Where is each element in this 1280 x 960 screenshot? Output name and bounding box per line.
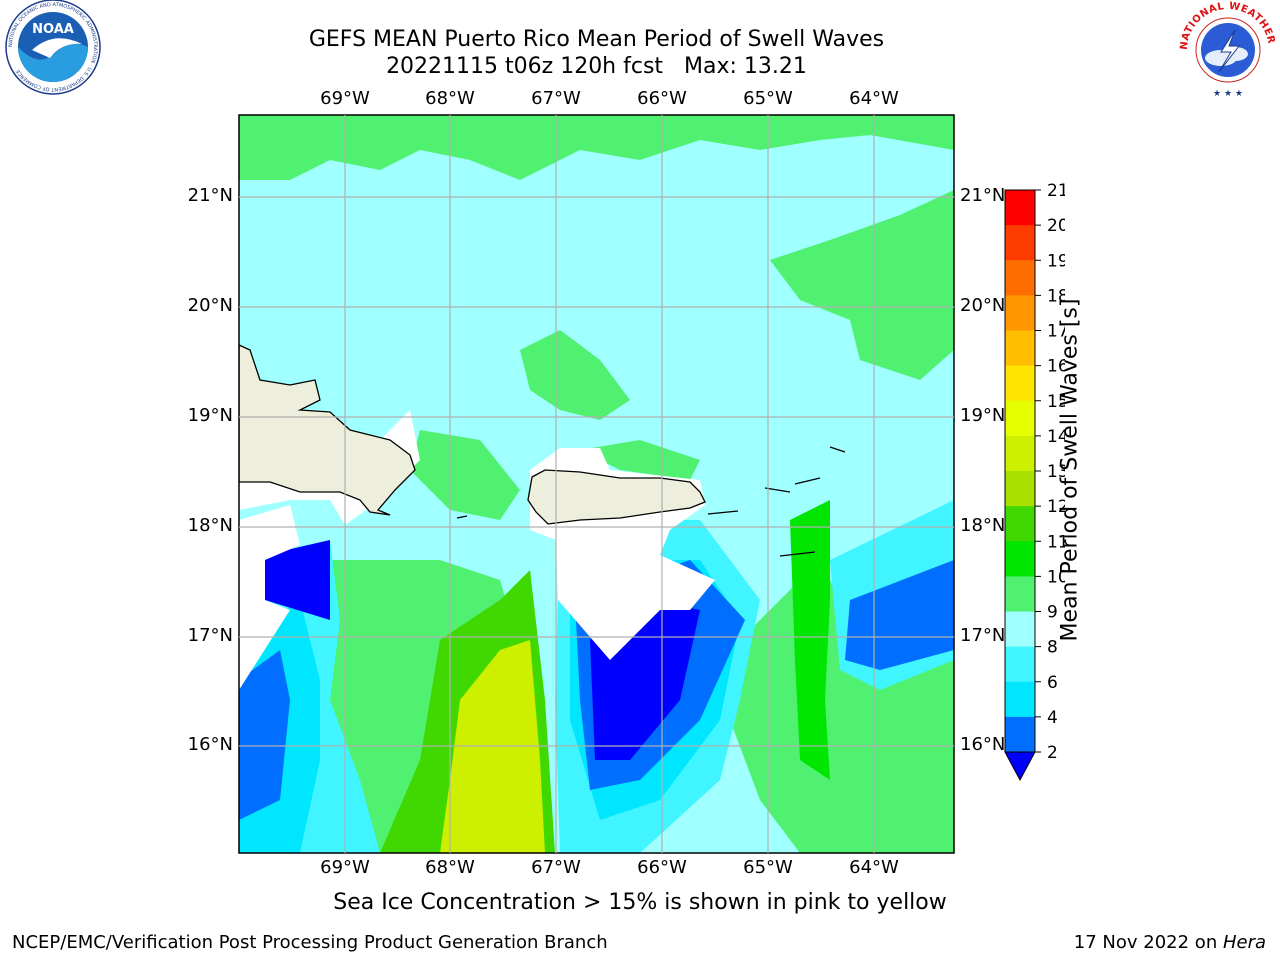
lon-label-top: 64°W (849, 88, 899, 109)
colorbar-segment (1005, 541, 1035, 577)
field-green-southeast (730, 560, 954, 853)
lon-label-top: 67°W (531, 88, 581, 109)
colorbar-label: Mean Period of Swell Waves [s] (1057, 298, 1083, 642)
lat-label-right: 20°N (960, 295, 1006, 316)
colorbar-segment (1005, 295, 1035, 331)
nws-stars-icon: ★ ★ ★ (1213, 89, 1243, 99)
colorbar-tick-label: 6 (1047, 673, 1058, 693)
field-green-north (239, 115, 954, 180)
colorbar-tick-label: 14 (1047, 427, 1065, 447)
map-title: GEFS MEAN Puerto Rico Mean Period of Swe… (308, 27, 885, 52)
colorbar-tick-label: 17 (1047, 322, 1065, 342)
colorbar-segment (1005, 611, 1035, 648)
colorbar-segment (1005, 646, 1035, 683)
colorbar-tick-label: 20 (1047, 216, 1065, 236)
lon-label-bottom: 64°W (849, 857, 899, 878)
forecast-time: 20221115 t06z 120h fcst (386, 54, 664, 79)
lat-label-left: 19°N (187, 405, 233, 426)
lon-label-top: 66°W (637, 88, 687, 109)
colorbar-tick-label: 21 (1047, 181, 1065, 201)
colorbar-tick-label: 8 (1047, 638, 1058, 658)
colorbar-tick-label: 19 (1047, 251, 1065, 271)
lat-label-right: 18°N (960, 515, 1006, 536)
colorbar-segment (1005, 330, 1035, 367)
footer-date: 17 Nov 2022 on Hera (1074, 932, 1266, 953)
land-hispaniola (239, 344, 416, 516)
lon-label-top: 65°W (743, 88, 793, 109)
lon-label-top: 68°W (425, 88, 475, 109)
field-blue-southwest (239, 650, 290, 820)
caption: Sea Ice Concentration > 15% is shown in … (333, 890, 947, 915)
colorbar: 2 4 6 8 9 10 11 12 13 14 15 16 17 18 19 20 21 (1004, 181, 1065, 782)
colorbar-tick-label: 11 (1047, 532, 1065, 552)
lat-label-left: 16°N (187, 734, 233, 755)
lon-label-bottom: 69°W (320, 857, 370, 878)
map-subtitle: 20221115 t06z 120h fcst Max: 13.21 (0, 54, 1193, 80)
lat-label-left: 21°N (187, 185, 233, 206)
max-value: Max: 13.21 (684, 54, 807, 79)
lat-label-left: 20°N (187, 295, 233, 316)
colorbar-tick-label: 10 (1047, 567, 1065, 587)
lon-label-bottom: 66°W (637, 857, 687, 878)
lon-label-bottom: 68°W (425, 857, 475, 878)
noaa-logo-text: NOAA (32, 22, 74, 37)
mask-west (239, 505, 300, 690)
footer-host: Hera (1222, 932, 1266, 953)
colorbar-segment (1005, 190, 1035, 226)
colorbar-segment (1005, 506, 1035, 542)
footer-org: NCEP/EMC/Verification Post Processing Pr… (12, 932, 608, 953)
field-green-east (770, 190, 954, 380)
colorbar-segment (1005, 576, 1035, 612)
graticule (239, 115, 954, 853)
field-green-mona (410, 430, 520, 520)
colorbar-tick-label: 15 (1047, 392, 1065, 412)
land-islets (456, 446, 846, 557)
colorbar-segment (1005, 225, 1035, 261)
colorbar-tick-label: 9 (1047, 603, 1058, 623)
lon-label-bottom: 67°W (531, 857, 581, 878)
field-green-ribbon (790, 500, 830, 780)
lat-label-left: 18°N (187, 515, 233, 536)
colorbar-segment (1005, 471, 1035, 507)
field-green-center (520, 330, 630, 420)
colorbar-tick-label: 4 (1047, 708, 1058, 728)
colorbar-tick-label: 2 (1047, 743, 1058, 763)
lat-label-right: 16°N (960, 734, 1006, 755)
lat-label-right: 19°N (960, 405, 1006, 426)
lat-label-left: 17°N (187, 625, 233, 646)
lat-label-right: 21°N (960, 185, 1006, 206)
lon-label-top: 69°W (320, 88, 370, 109)
colorbar-segment (1005, 716, 1035, 753)
lon-label-bottom: 65°W (743, 857, 793, 878)
land-puertorico (527, 469, 706, 525)
colorbar-extend-arrow (1004, 751, 1036, 782)
map-frame (238, 114, 955, 854)
noaa-logo: NOAA NATIONAL OCEANIC AND ATMOSPHERIC AD… (5, 0, 101, 95)
colorbar-segment (1005, 681, 1035, 718)
nws-logo: NATIONAL WEATHER SERVICE ★ ★ ★ (1177, 0, 1276, 99)
colorbar-segment (1005, 260, 1035, 296)
colorbar-segment (1005, 435, 1035, 472)
field-blue-east (845, 560, 954, 670)
colorbar-segment (1005, 365, 1035, 402)
colorbar-tick-label: 18 (1047, 286, 1065, 306)
footer-date-text: 17 Nov 2022 on (1073, 932, 1223, 953)
colorbar-tick-label: 16 (1047, 357, 1065, 377)
lat-label-right: 17°N (960, 625, 1006, 646)
field-green-prnorth (580, 440, 700, 480)
field-deepblue-west (265, 540, 330, 620)
colorbar-segment (1005, 400, 1035, 437)
colorbar-tick-label: 12 (1047, 497, 1065, 517)
colorbar-tick-label: 13 (1047, 462, 1065, 482)
